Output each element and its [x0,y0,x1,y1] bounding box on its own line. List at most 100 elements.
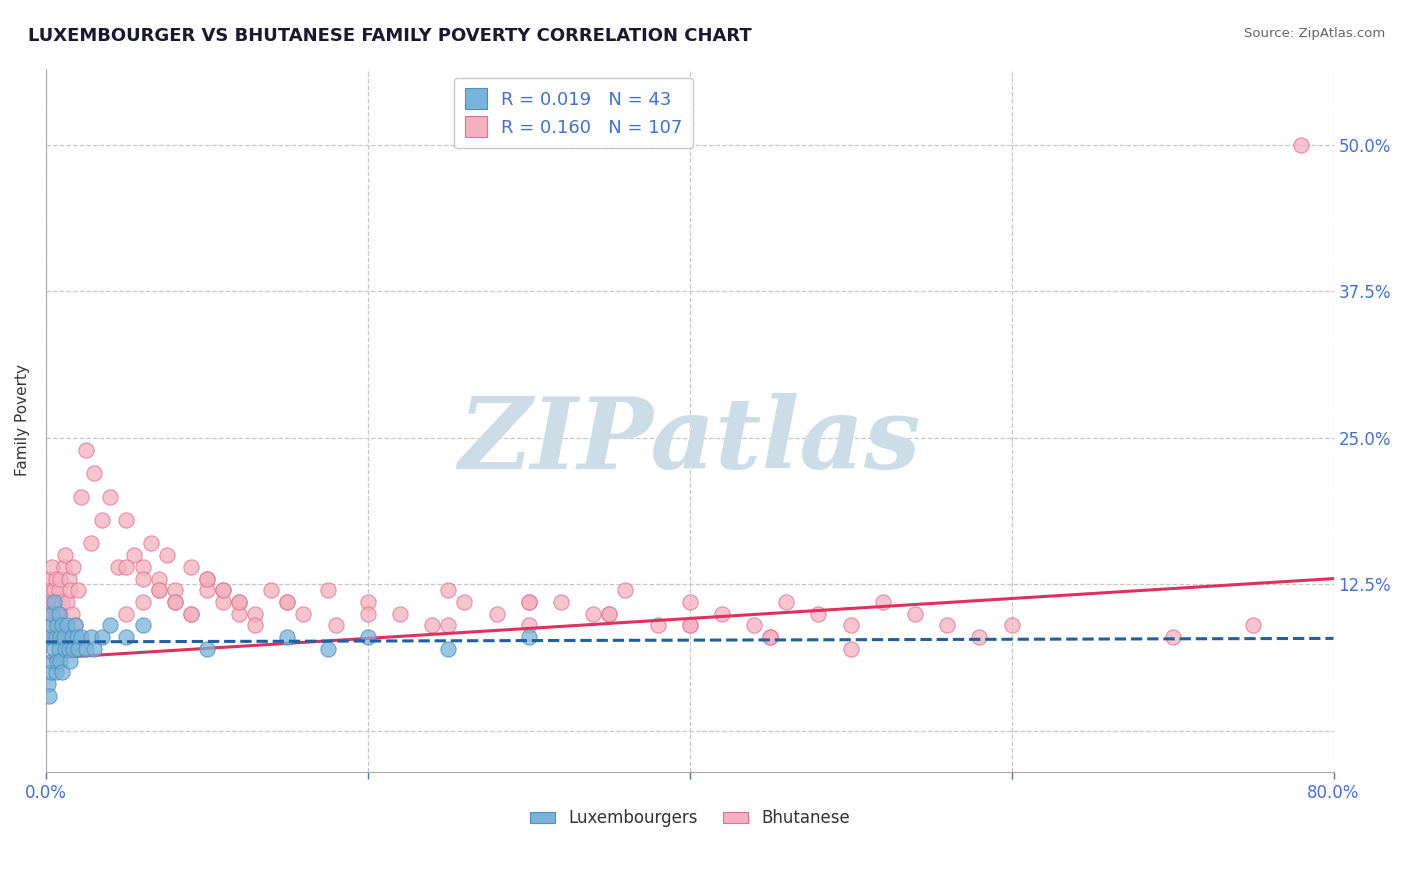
Point [98,618,121,632]
Point [45,630,67,644]
Point [710,607,733,621]
Point [38,595,60,609]
Point [742,618,765,632]
Point [517,595,540,609]
Point [42,630,65,644]
Point [63,618,86,632]
Point [485,607,508,621]
Point [195,642,218,657]
Point [1241,618,1264,632]
Point [1161,630,1184,644]
Point [80,630,103,644]
Point [49,630,72,644]
Point [58,572,80,586]
Point [45,665,67,680]
Point [163,595,186,609]
Point [276,630,298,644]
Point [148,583,170,598]
Point [389,607,412,621]
Point [45,607,67,621]
Point [807,607,830,621]
Point [42,642,65,657]
Point [276,595,298,609]
Point [52,559,75,574]
Point [37,677,59,691]
Point [75,442,97,457]
Point [839,618,862,632]
Point [163,595,186,609]
Point [357,595,380,609]
Point [59,583,82,598]
Point [75,642,97,657]
Point [45,572,67,586]
Point [420,618,443,632]
Point [70,490,93,504]
Point [212,595,235,609]
Point [48,630,70,644]
Point [647,618,669,632]
Point [517,595,540,609]
Point [56,595,79,609]
Point [51,618,73,632]
Point [131,618,153,632]
Point [62,642,84,657]
Point [46,618,69,632]
Point [60,607,83,621]
Point [48,583,70,598]
Point [245,607,267,621]
Point [228,595,250,609]
Point [41,654,63,668]
Point [51,595,73,609]
Point [46,595,69,609]
Point [276,595,298,609]
Point [83,466,105,480]
Point [582,607,605,621]
Point [904,607,927,621]
Point [598,607,620,621]
Point [437,618,460,632]
Point [46,618,69,632]
Point [70,630,93,644]
Y-axis label: Family Poverty: Family Poverty [15,364,30,476]
Point [679,595,702,609]
Point [131,559,153,574]
Point [63,618,86,632]
Point [775,595,797,609]
Point [180,607,202,621]
Point [156,548,179,562]
Point [212,583,235,598]
Point [91,513,114,527]
Point [59,654,82,668]
Point [679,618,702,632]
Point [67,642,90,657]
Point [42,595,65,609]
Point [139,536,162,550]
Point [58,642,80,657]
Point [115,559,138,574]
Point [759,630,782,644]
Point [38,630,60,644]
Point [148,583,170,598]
Text: Source: ZipAtlas.com: Source: ZipAtlas.com [1244,27,1385,40]
Point [195,572,218,586]
Point [115,630,138,644]
Point [107,559,129,574]
Point [316,583,339,598]
Point [48,607,70,621]
Point [49,607,72,621]
Point [1291,137,1313,152]
Point [41,607,63,621]
Point [195,583,218,598]
Point [969,630,991,644]
Point [316,642,339,657]
Point [65,630,87,644]
Point [872,595,894,609]
Point [115,513,138,527]
Point [38,689,60,703]
Point [39,618,62,632]
Point [325,618,347,632]
Point [56,618,79,632]
Point [212,583,235,598]
Text: ZIPatlas: ZIPatlas [458,393,921,490]
Point [124,548,146,562]
